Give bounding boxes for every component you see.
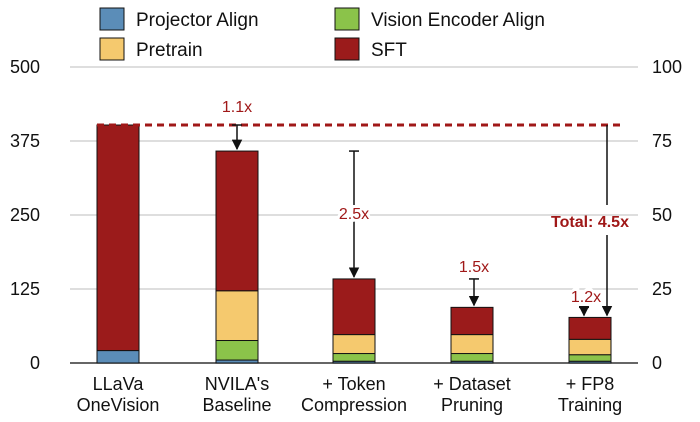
legend-label: Vision Encoder Align bbox=[371, 10, 545, 31]
x-category-label: + FP8 Training bbox=[558, 374, 622, 415]
legend-swatch bbox=[99, 7, 125, 31]
legend-swatch bbox=[334, 37, 360, 61]
bar-segment-sft bbox=[450, 306, 494, 336]
legend-label: SFT bbox=[371, 40, 407, 61]
bar-segment-vision-encoder-align bbox=[568, 354, 612, 362]
bar-segment-pretrain bbox=[450, 334, 494, 355]
bar-segment-sft bbox=[215, 150, 259, 292]
bar-segment-vision-encoder-align bbox=[332, 353, 376, 362]
y-tick-label: 500 bbox=[10, 57, 40, 77]
bar-segment-sft bbox=[568, 316, 612, 340]
legend-swatch bbox=[99, 37, 125, 61]
y2-tick-label: 100 bbox=[652, 57, 682, 77]
legend-label: Pretrain bbox=[136, 40, 203, 61]
x-category-label: NVILA's Baseline bbox=[202, 374, 271, 415]
y2-tick-label: 25 bbox=[652, 279, 672, 299]
bar-segment-vision-encoder-align bbox=[450, 353, 494, 362]
annotation-label: 1.1x bbox=[222, 99, 252, 116]
bar-segment-pretrain bbox=[568, 338, 612, 356]
y2-tick-label: 50 bbox=[652, 205, 672, 225]
annotation-label: 1.5x bbox=[459, 259, 489, 276]
y2-tick-label: 0 bbox=[652, 353, 662, 373]
y-tick-label: 250 bbox=[10, 205, 40, 225]
y2-tick-label: 75 bbox=[652, 131, 672, 151]
bar-segment-pretrain bbox=[215, 290, 259, 342]
y-tick-label: 125 bbox=[10, 279, 40, 299]
bar-segment-vision-encoder-align bbox=[215, 340, 259, 361]
bar-segment-sft bbox=[96, 124, 140, 352]
x-category-label: + Token Compression bbox=[301, 374, 407, 415]
y-tick-label: 375 bbox=[10, 131, 40, 151]
annotation-label: 2.5x bbox=[339, 206, 369, 223]
annotation-label: 1.2x bbox=[571, 289, 601, 306]
x-category-label: + Dataset Pruning bbox=[433, 374, 511, 415]
bar-segment-pretrain bbox=[332, 334, 376, 355]
bar-segment-sft bbox=[332, 278, 376, 336]
legend-label: Projector Align bbox=[136, 10, 259, 31]
bar-segment-projector-align bbox=[96, 350, 140, 364]
x-category-label: LLaVa OneVision bbox=[77, 374, 160, 415]
legend-swatch bbox=[334, 7, 360, 31]
y-tick-label: 0 bbox=[30, 353, 40, 373]
annotation-label: Total: 4.5x bbox=[551, 214, 629, 231]
